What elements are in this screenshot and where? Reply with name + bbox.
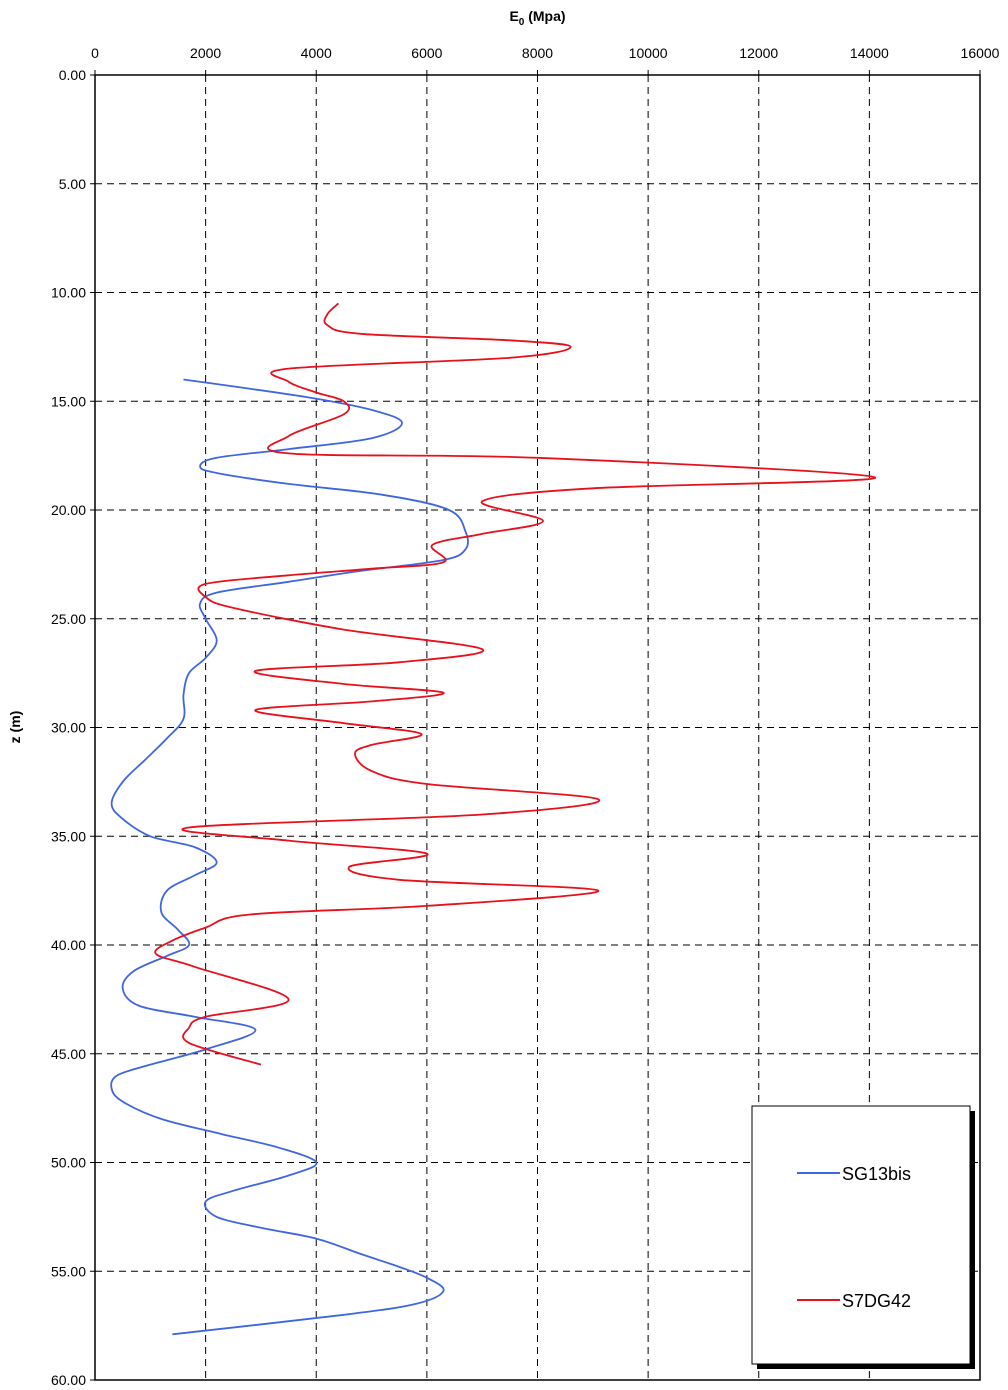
y-tick-label: 25.00: [51, 611, 86, 627]
y-tick-label: 15.00: [51, 393, 86, 409]
y-tick-label: 35.00: [51, 828, 86, 844]
legend-label-sg13bis: SG13bis: [842, 1164, 911, 1184]
y-tick-label: 30.00: [51, 720, 86, 736]
y-tick-label: 60.00: [51, 1372, 86, 1388]
x-axis-title: E0 (Mpa): [509, 8, 565, 28]
series-line-s7dg42: [154, 302, 876, 1066]
x-tick-label: 12000: [739, 45, 778, 61]
y-tick-label: 40.00: [51, 937, 86, 953]
y-tick-label: 5.00: [59, 176, 86, 192]
x-tick-label: 10000: [629, 45, 668, 61]
y-tick-label: 20.00: [51, 502, 86, 518]
x-tick-label: 2000: [190, 45, 221, 61]
x-tick-label: 4000: [301, 45, 332, 61]
x-axis-title-main: E: [509, 8, 518, 24]
x-axis-title-unit: (Mpa): [524, 8, 565, 24]
y-tick-label: 10.00: [51, 285, 86, 301]
x-tick-label: 8000: [522, 45, 553, 61]
x-tick-label: 0: [91, 45, 99, 61]
y-tick-label: 50.00: [51, 1155, 86, 1171]
legend-box: [751, 1105, 971, 1365]
x-axis-title-subscript: 0: [519, 17, 525, 28]
legend-label-s7dg42: S7DG42: [842, 1291, 911, 1311]
x-tick-label: 14000: [850, 45, 889, 61]
axis-ticks: 0 2000 4000 6000 8000 10000 12000 14000 16000 0.0…: [51, 45, 1000, 1388]
series-lines: [110, 302, 876, 1336]
y-tick-label: 0.00: [59, 67, 86, 83]
series-line-sg13bis: [110, 378, 469, 1336]
y-tick-label: 55.00: [51, 1263, 86, 1279]
x-tick-label: 16000: [961, 45, 1000, 61]
y-tick-label: 45.00: [51, 1046, 86, 1062]
x-tick-label: 6000: [411, 45, 442, 61]
legend: SG13bis S7DG42: [751, 1105, 975, 1369]
y-axis-title: z (m): [7, 711, 23, 744]
